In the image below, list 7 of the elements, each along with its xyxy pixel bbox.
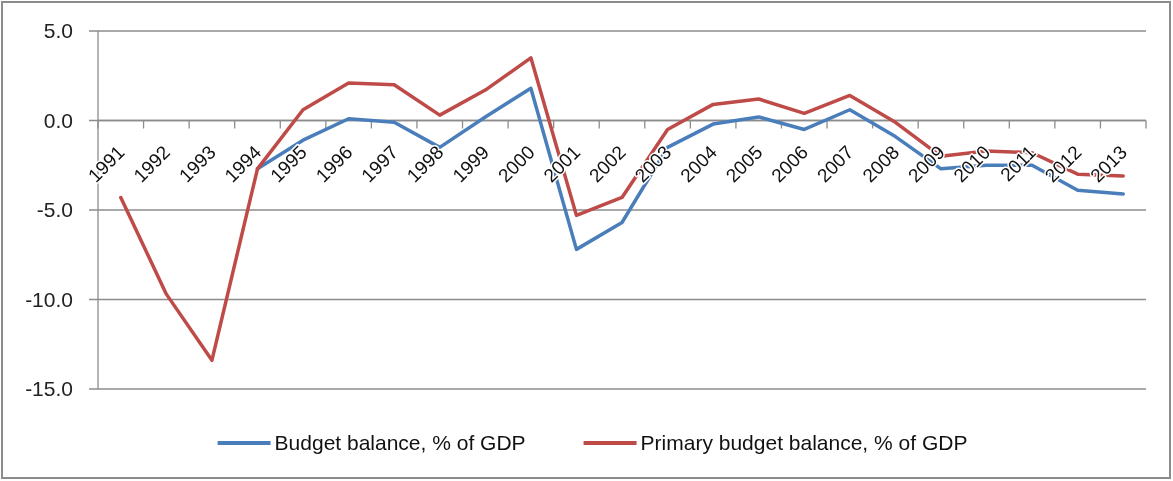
legend-label: Budget balance, % of GDP: [274, 431, 526, 455]
y-tick-label: -5.0: [36, 198, 73, 222]
y-tick-label: 0.0: [43, 108, 73, 132]
y-tick-label: -10.0: [25, 287, 73, 311]
y-tick-label: 5.0: [43, 19, 73, 43]
legend-label: Primary budget balance, % of GDP: [640, 431, 968, 455]
y-tick-label: -15.0: [25, 377, 73, 401]
